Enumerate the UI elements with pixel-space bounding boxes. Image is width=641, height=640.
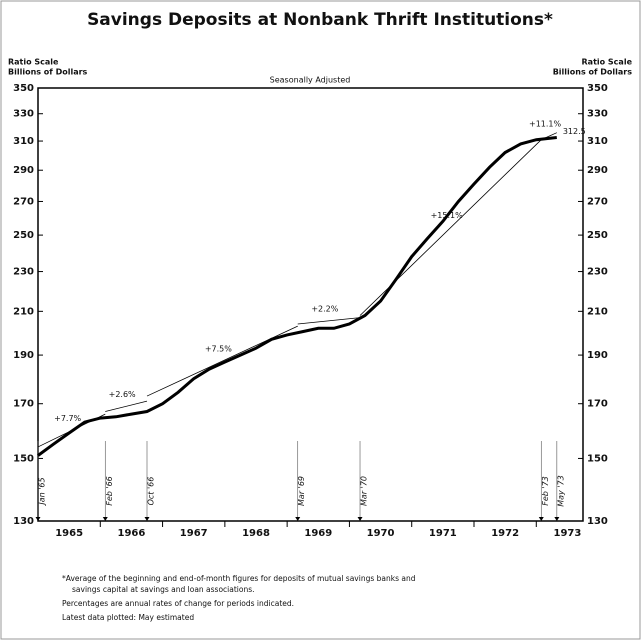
event-label: Feb '66	[105, 476, 114, 506]
y-tick-label: 350	[13, 83, 34, 94]
y2-tick-label: 190	[587, 350, 608, 361]
trend-label: +7.7%	[54, 414, 81, 423]
y2-axis-label: Ratio Scale	[582, 58, 633, 67]
x-tick-label: 1972	[491, 528, 519, 539]
trend-label: +7.5%	[205, 345, 232, 354]
y2-tick-label: 330	[587, 109, 608, 120]
y-tick-label: 250	[13, 230, 34, 241]
chart-title: Savings Deposits at Nonbank Thrift Insti…	[87, 10, 553, 30]
trend-label: +2.2%	[311, 304, 338, 313]
y2-tick-label: 250	[587, 230, 608, 241]
x-tick-label: 1968	[242, 528, 270, 539]
event-label: May '73	[556, 475, 565, 506]
x-tick-label: 1973	[554, 528, 582, 539]
x-tick-label: 1969	[304, 528, 332, 539]
event-arrow	[144, 517, 150, 521]
y-tick-label: 230	[13, 267, 34, 278]
event-arrow	[35, 517, 41, 521]
event-label: Oct '66	[147, 477, 156, 506]
y-tick-label: 290	[13, 165, 34, 176]
data-line	[37, 136, 557, 457]
trend-line	[297, 317, 361, 325]
y2-tick-label: 350	[587, 83, 608, 94]
y-axis-label: Ratio Scale	[8, 58, 59, 67]
footnote: savings capital at savings and loan asso…	[72, 585, 255, 594]
x-tick-label: 1967	[180, 528, 208, 539]
x-tick-label: 1965	[55, 528, 83, 539]
y2-tick-label: 210	[587, 306, 608, 317]
y-tick-label: 150	[13, 453, 34, 464]
trend-line	[105, 400, 148, 412]
x-tick-label: 1971	[429, 528, 457, 539]
footnote: Percentages are annual rates of change f…	[62, 599, 294, 608]
plot-frame	[37, 87, 584, 522]
y-axis-label: Billions of Dollars	[8, 68, 88, 77]
footnote: Latest data plotted: May estimated	[62, 613, 194, 622]
y2-tick-label: 290	[587, 165, 608, 176]
event-arrow	[295, 517, 301, 521]
x-tick-label: 1966	[118, 528, 146, 539]
x-tick-label: 1970	[367, 528, 395, 539]
y-tick-label: 310	[13, 136, 34, 147]
subtitle: Seasonally Adjusted	[270, 76, 351, 85]
event-label: Mar '69	[297, 476, 306, 506]
end-label: 312.5	[563, 127, 586, 136]
trend-label: +11.1%	[529, 120, 562, 129]
y2-tick-label: 310	[587, 136, 608, 147]
y-tick-label: 270	[13, 196, 34, 207]
y2-tick-label: 150	[587, 453, 608, 464]
trend-label: +2.6%	[109, 390, 136, 399]
event-label: Feb '73	[541, 476, 550, 506]
y-tick-label: 130	[13, 516, 34, 527]
event-arrow	[102, 517, 108, 521]
y-tick-label: 210	[13, 306, 34, 317]
y2-tick-label: 130	[587, 516, 608, 527]
y2-axis-label: Billions of Dollars	[553, 68, 633, 77]
event-arrow	[538, 517, 544, 521]
y-tick-label: 330	[13, 109, 34, 120]
event-label: Mar '70	[360, 476, 369, 506]
y2-tick-label: 230	[587, 267, 608, 278]
footnote: *Average of the beginning and end-of-mon…	[62, 574, 416, 583]
event-arrow	[554, 517, 560, 521]
y2-tick-label: 270	[587, 196, 608, 207]
y-tick-label: 170	[13, 399, 34, 410]
y2-tick-label: 170	[587, 399, 608, 410]
event-arrow	[357, 517, 363, 521]
event-label: Jan '65	[38, 477, 47, 506]
y-tick-label: 190	[13, 350, 34, 361]
